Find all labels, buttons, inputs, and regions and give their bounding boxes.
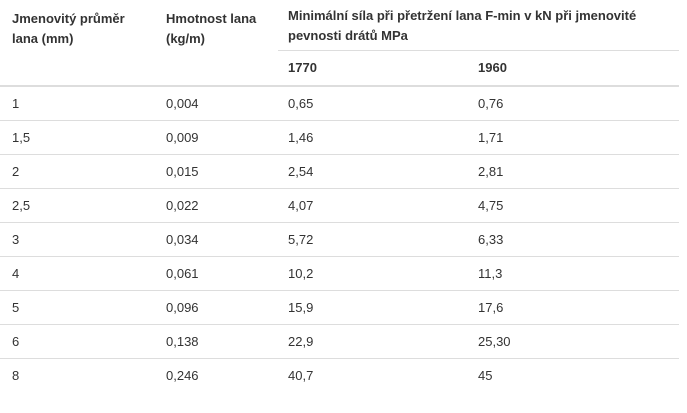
cell-weight: 0,138 — [156, 324, 278, 359]
cell-force-1960: 6,33 — [468, 222, 679, 257]
cell-force-1770: 5,72 — [278, 222, 468, 257]
cell-force-1770: 0,65 — [278, 85, 468, 121]
cell-diameter: 2,5 — [0, 188, 156, 223]
cell-force-1960: 4,75 — [468, 188, 679, 223]
cell-diameter: 2 — [0, 154, 156, 189]
cell-force-1960: 11,3 — [468, 256, 679, 291]
header-force-group: Minimální síla při přetržení lana F-min … — [288, 8, 637, 43]
cell-diameter: 5 — [0, 290, 156, 325]
cell-force-1960: 1,71 — [468, 120, 679, 155]
header-diameter: Jmenovitý průměr lana (mm) — [0, 0, 156, 87]
cell-diameter: 6 — [0, 324, 156, 359]
table-row: 2,5 0,022 4,07 4,75 — [0, 188, 679, 223]
header-row: Jmenovitý průměr lana (mm) Hmotnost lana… — [0, 0, 679, 87]
cell-force-1770: 10,2 — [278, 256, 468, 291]
table-row: 1 0,004 0,65 0,76 — [0, 85, 679, 121]
cell-weight: 0,096 — [156, 290, 278, 325]
table-row: 2 0,015 2,54 2,81 — [0, 154, 679, 189]
cell-weight: 0,022 — [156, 188, 278, 223]
cell-weight: 0,034 — [156, 222, 278, 257]
cell-force-1770: 4,07 — [278, 188, 468, 223]
cell-weight: 0,004 — [156, 85, 278, 121]
table-row: 5 0,096 15,9 17,6 — [0, 290, 679, 325]
table-row: 8 0,246 40,7 45 — [0, 358, 679, 393]
cell-diameter: 1 — [0, 85, 156, 121]
cell-force-1960: 25,30 — [468, 324, 679, 359]
table-row: 1,5 0,009 1,46 1,71 — [0, 120, 679, 155]
cell-diameter: 8 — [0, 358, 156, 393]
table-body: 1 0,004 0,65 0,76 1,5 0,009 1,46 1,71 2 0,015 2,54… — [0, 85, 679, 393]
table-row: 3 0,034 5,72 6,33 — [0, 222, 679, 257]
cell-weight: 0,246 — [156, 358, 278, 393]
header-strength-1960: 1960 — [468, 50, 679, 87]
cell-weight: 0,015 — [156, 154, 278, 189]
cell-weight: 0,009 — [156, 120, 278, 155]
cell-force-1960: 17,6 — [468, 290, 679, 325]
cell-force-1770: 2,54 — [278, 154, 468, 189]
cell-weight: 0,061 — [156, 256, 278, 291]
cell-force-1770: 40,7 — [278, 358, 468, 393]
table-header: Jmenovitý průměr lana (mm) Hmotnost lana… — [0, 0, 679, 87]
rope-specs-table: Jmenovitý průměr lana (mm) Hmotnost lana… — [0, 0, 679, 393]
header-subrow: 1770 1960 — [0, 50, 679, 87]
cell-force-1960: 0,76 — [468, 85, 679, 121]
cell-force-1770: 22,9 — [278, 324, 468, 359]
cell-force-1770: 15,9 — [278, 290, 468, 325]
header-weight: Hmotnost lana (kg/m) — [156, 0, 278, 87]
cell-force-1960: 45 — [468, 358, 679, 393]
cell-diameter: 3 — [0, 222, 156, 257]
cell-diameter: 1,5 — [0, 120, 156, 155]
table-row: 6 0,138 22,9 25,30 — [0, 324, 679, 359]
table-row: 4 0,061 10,2 11,3 — [0, 256, 679, 291]
cell-force-1770: 1,46 — [278, 120, 468, 155]
cell-force-1960: 2,81 — [468, 154, 679, 189]
cell-diameter: 4 — [0, 256, 156, 291]
header-strength-1770: 1770 — [278, 50, 468, 87]
